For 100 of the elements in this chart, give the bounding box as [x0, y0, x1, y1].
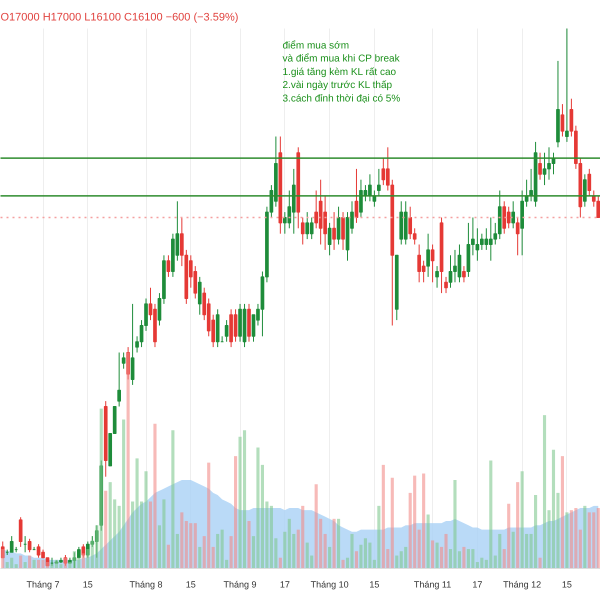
- bar: [368, 542, 372, 568]
- candlestick: [502, 200, 506, 234]
- candlestick: [377, 168, 381, 196]
- text: O17000 H17000 L16100 C16100 −600 (−3.59%): [0, 12, 238, 24]
- candlestick: [435, 266, 439, 288]
- bar: [324, 534, 327, 568]
- bar: [296, 530, 300, 568]
- bar: [395, 556, 398, 568]
- bar: [306, 542, 309, 568]
- bar: [404, 546, 408, 568]
- bar: [489, 460, 492, 568]
- x-tick-label: Tháng 8: [130, 580, 163, 590]
- candlestick: [516, 217, 520, 256]
- x-tick-label: 17: [280, 580, 290, 590]
- candlestick: [336, 206, 340, 245]
- candlestick: [130, 303, 134, 386]
- bar: [292, 534, 296, 568]
- bar: [436, 542, 439, 568]
- candlestick: [234, 308, 238, 342]
- candlestick: [117, 352, 121, 407]
- bar: [136, 458, 139, 568]
- bar: [328, 546, 332, 568]
- bar: [408, 492, 412, 568]
- candlestick: [305, 212, 310, 240]
- bar: [390, 478, 394, 568]
- bar: [148, 502, 152, 568]
- bar: [283, 532, 286, 568]
- bar: [386, 549, 390, 568]
- bar: [440, 546, 444, 568]
- bar: [64, 558, 67, 568]
- candlestick: [426, 233, 430, 278]
- candlestick: [341, 212, 345, 250]
- bar: [198, 546, 202, 568]
- bar: [534, 495, 538, 568]
- x-tick-label: 15: [82, 580, 93, 590]
- bar: [19, 556, 22, 568]
- bar: [494, 556, 497, 568]
- bar: [234, 456, 238, 568]
- bar: [301, 506, 304, 568]
- bar: [126, 352, 130, 568]
- candlestick: [332, 212, 336, 250]
- bar: [131, 502, 134, 568]
- bar: [100, 408, 103, 568]
- bar: [422, 473, 426, 568]
- bar: [260, 464, 264, 568]
- candlestick: [328, 222, 332, 256]
- bar: [466, 549, 470, 568]
- bar: [256, 448, 260, 568]
- bar: [512, 532, 515, 568]
- candlestick: [381, 158, 386, 186]
- bar: [216, 534, 220, 568]
- x-tick-label: 17: [472, 580, 482, 590]
- candlestick: [166, 254, 170, 278]
- bar: [162, 499, 166, 568]
- candlestick: [354, 168, 358, 224]
- bar: [104, 490, 108, 568]
- candlestick: [511, 200, 516, 229]
- candlestick: [506, 206, 511, 229]
- bar: [54, 560, 58, 568]
- bar: [574, 508, 578, 568]
- bar: [108, 482, 112, 568]
- bar: [525, 534, 528, 568]
- bar: [220, 530, 224, 568]
- x-tick-label: 15: [186, 580, 196, 590]
- bar: [10, 558, 14, 568]
- bar: [189, 523, 192, 568]
- bar: [382, 464, 385, 568]
- bar: [448, 549, 452, 568]
- bar: [547, 510, 551, 568]
- candlestick: [444, 276, 448, 294]
- bar: [462, 546, 466, 568]
- bar: [530, 534, 533, 568]
- bar: [158, 525, 162, 568]
- bar: [153, 424, 157, 568]
- annotation: điểm mua sớm và điểm mua khi CP break 1.giá tăng kèm KL rất cao 2.vài ngày trước KL thấp 3.cách đỉnh thời đại có 5%: [282, 40, 401, 104]
- bar: [252, 536, 256, 568]
- bar: [314, 484, 318, 568]
- bar: [278, 558, 282, 568]
- bar: [556, 492, 560, 568]
- x-tick-label: 15: [562, 580, 572, 590]
- bar: [520, 471, 524, 568]
- bar: [180, 512, 184, 568]
- candlestick: [126, 346, 130, 380]
- bar: [588, 512, 591, 568]
- bar: [418, 530, 421, 568]
- candlestick: [596, 195, 600, 218]
- candlestick: [10, 536, 14, 553]
- x-tick-label: Tháng 10: [310, 580, 349, 590]
- x-tick-label: Tháng 11: [414, 580, 452, 590]
- bar: [592, 512, 596, 568]
- bar: [565, 512, 568, 568]
- bar: [90, 540, 94, 568]
- bar: [578, 530, 582, 568]
- candlestick: [582, 174, 587, 208]
- x-tick-label: 15: [369, 580, 380, 590]
- bar: [516, 482, 520, 568]
- bar: [270, 506, 273, 568]
- bar: [171, 430, 174, 568]
- bar: [194, 523, 197, 568]
- bar: [596, 508, 600, 568]
